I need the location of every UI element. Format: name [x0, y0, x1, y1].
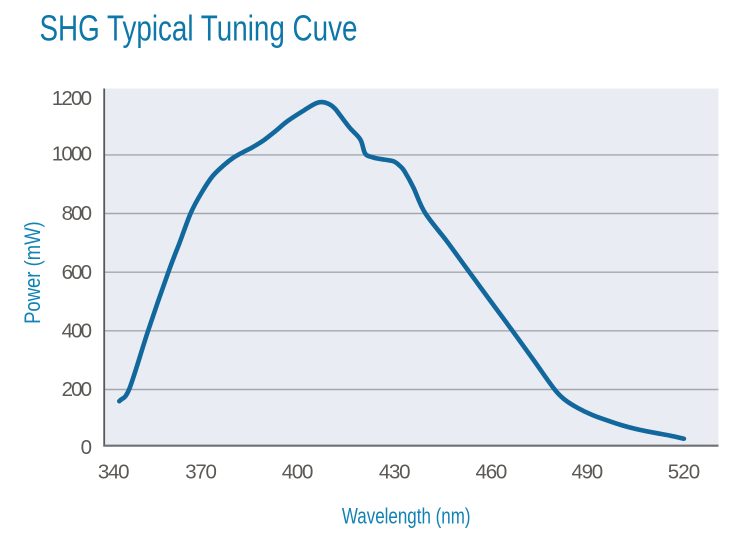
- svg-text:340: 340: [98, 460, 130, 483]
- svg-text:1000: 1000: [52, 143, 92, 166]
- svg-text:Wavelength (nm): Wavelength (nm): [342, 503, 471, 528]
- svg-text:520: 520: [668, 460, 700, 483]
- svg-text:SHG Typical Tuning Cuve: SHG Typical Tuning Cuve: [40, 8, 358, 49]
- svg-text:430: 430: [379, 460, 411, 483]
- svg-text:370: 370: [185, 460, 217, 483]
- svg-text:Power (mW): Power (mW): [20, 221, 45, 324]
- svg-text:400: 400: [62, 319, 92, 342]
- svg-text:490: 490: [571, 460, 603, 483]
- svg-text:0: 0: [81, 436, 92, 459]
- svg-text:200: 200: [62, 378, 92, 401]
- svg-text:400: 400: [282, 460, 314, 483]
- svg-text:460: 460: [476, 460, 508, 483]
- svg-text:600: 600: [62, 261, 92, 284]
- svg-text:800: 800: [62, 202, 92, 225]
- svg-text:1200: 1200: [52, 87, 92, 110]
